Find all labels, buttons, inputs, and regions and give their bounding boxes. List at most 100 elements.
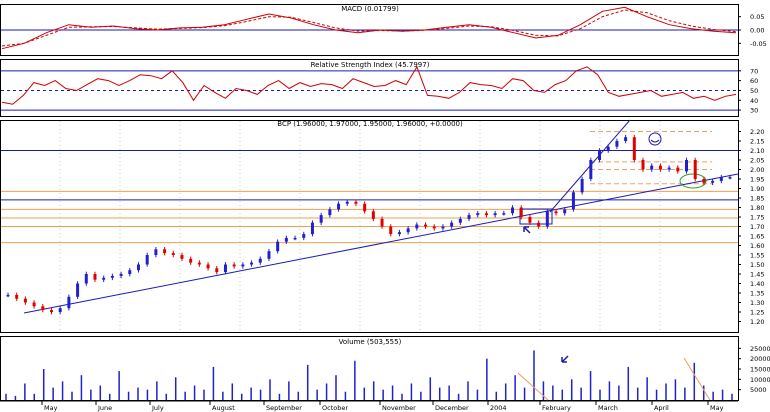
y-tick-label: 1.50 xyxy=(750,261,764,269)
candle-body xyxy=(363,203,367,212)
volume-y-axis: 25000 20000 15000 10000 5000 xyxy=(738,345,770,394)
candle-body xyxy=(484,213,488,216)
x-tick-label: December xyxy=(435,404,469,412)
macd-title: MACD (0.01799) xyxy=(341,5,399,13)
candle-body xyxy=(154,249,158,255)
y-tick-label: 1.55 xyxy=(750,252,764,260)
candle-body xyxy=(467,215,471,219)
y-tick-label: 1.60 xyxy=(750,242,764,250)
candle-body xyxy=(284,237,288,242)
x-axis: May June July August September October Novembe… xyxy=(0,400,738,412)
highlight-ellipse xyxy=(679,173,707,189)
candle-body xyxy=(49,310,53,312)
x-tick-label: May xyxy=(44,404,58,412)
arrow-icon xyxy=(523,226,531,234)
candle-body xyxy=(93,274,97,280)
y-tick-label: 20000 xyxy=(750,355,770,363)
x-tick-label: September xyxy=(266,404,302,412)
candle-body xyxy=(345,201,349,204)
y-tick-label: 50 xyxy=(750,87,758,95)
candle-body xyxy=(519,207,523,217)
candle-body xyxy=(6,294,10,297)
candle-body xyxy=(728,177,732,179)
candle-body xyxy=(102,277,106,280)
candle-body xyxy=(354,201,358,204)
candle-body xyxy=(389,226,393,235)
y-tick-label: 25000 xyxy=(750,345,770,353)
candle-body xyxy=(250,262,254,265)
candle-body xyxy=(685,160,689,172)
x-tick-label: May xyxy=(710,404,724,412)
candle-body xyxy=(676,167,680,172)
y-tick-label: 1.95 xyxy=(750,176,764,184)
y-tick-label: 40 xyxy=(750,97,758,105)
candle-body xyxy=(589,160,593,179)
y-tick-label: 2.05 xyxy=(750,157,764,165)
candle-body xyxy=(319,215,323,223)
candle-body xyxy=(328,209,332,216)
y-tick-label: 0.00 xyxy=(750,27,764,35)
candle-body xyxy=(258,258,262,263)
y-tick-label: 1.85 xyxy=(750,195,764,203)
candle-body xyxy=(632,137,636,160)
candle-body xyxy=(223,264,227,273)
rsi-series xyxy=(1,65,737,105)
smiley-circle xyxy=(648,132,662,146)
y-tick-label: 1.65 xyxy=(750,233,764,241)
candle-body xyxy=(232,264,236,267)
candle-body xyxy=(180,255,184,259)
candle-body xyxy=(302,234,306,238)
y-tick-label: 15000 xyxy=(750,366,770,374)
candle-body xyxy=(337,203,341,210)
y-tick-label: 1.30 xyxy=(750,299,764,307)
candle-body xyxy=(15,294,19,299)
candle-body xyxy=(241,264,245,267)
candle-body xyxy=(32,302,36,307)
candle-body xyxy=(67,296,71,309)
price-title: BCP (1.96000, 1.97000, 1.95000, 1.96000,… xyxy=(277,120,463,128)
candle-body xyxy=(537,222,541,227)
candle-body xyxy=(650,165,654,170)
candle-body xyxy=(545,211,549,227)
candle-body xyxy=(206,264,210,269)
candle-body xyxy=(415,224,419,229)
candle-body xyxy=(502,213,506,215)
y-tick-label: 10000 xyxy=(750,376,770,384)
y-tick-label: 2.20 xyxy=(750,128,764,136)
volume-title: Volume (503,555) xyxy=(339,338,402,346)
price-reference-lines xyxy=(1,131,738,244)
x-tick-label: November xyxy=(382,404,416,412)
candle-body xyxy=(276,241,280,252)
candle-body xyxy=(397,232,401,235)
candle-body xyxy=(23,298,27,303)
y-tick-label: 0.05 xyxy=(750,13,764,21)
price-panel: BCP (1.96000, 1.97000, 1.95000, 1.96000,… xyxy=(0,119,764,333)
candle-body xyxy=(450,222,454,227)
y-tick-label: 1.20 xyxy=(750,318,764,326)
y-tick-label: 2.10 xyxy=(750,147,764,155)
candle-body xyxy=(571,192,575,210)
candle-body xyxy=(58,308,62,312)
macd-y-axis: 0.05 0.00 -0.05 xyxy=(738,13,767,48)
candle-body xyxy=(711,180,715,183)
candle-body xyxy=(528,217,532,223)
candle-body xyxy=(693,160,697,179)
candle-body xyxy=(554,211,558,214)
y-tick-label: 2.15 xyxy=(750,138,764,146)
candle-body xyxy=(128,270,132,274)
rsi-reference-lines xyxy=(1,70,738,111)
arrow-icon xyxy=(561,355,569,363)
candle-body xyxy=(511,207,515,214)
candle-body xyxy=(84,274,88,284)
macd-panel: MACD (0.01799) 0.05 0.00 -0.05 xyxy=(0,4,767,56)
y-tick-label: 1.25 xyxy=(750,309,764,317)
candle-body xyxy=(136,264,140,271)
rsi-title: Relative Strength Index (45.7997) xyxy=(311,61,430,69)
candle-body xyxy=(424,224,428,227)
rsi-panel: Relative Strength Index (45.7997) 70 60 50… xyxy=(0,59,758,117)
rsi-y-axis: 70 60 50 40 30 xyxy=(738,67,758,115)
candle-body xyxy=(615,141,619,147)
candle-body xyxy=(641,160,645,170)
y-tick-label: 1.75 xyxy=(750,214,764,222)
